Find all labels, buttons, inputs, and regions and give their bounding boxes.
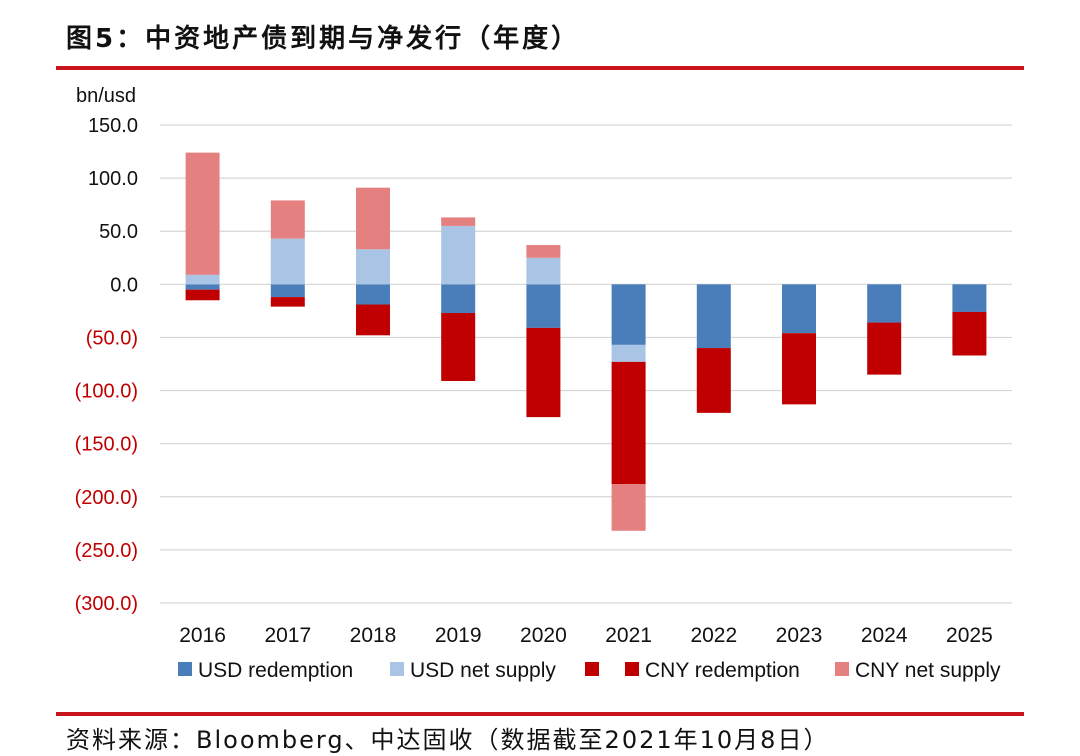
figure-title: 图5：中资地产债到期与净发行（年度）: [66, 24, 581, 54]
bar-usd-net-supply-2016: [185, 274, 220, 285]
source-note: 资料来源：Bloomberg、中达固收（数据截至2021年10月8日）: [66, 726, 830, 754]
bar-cny-redemption-2016: [185, 289, 220, 301]
y-tick-label: (150.0): [75, 434, 138, 456]
legend-swatch: [585, 662, 599, 676]
bar-cny-redemption-2025: [952, 311, 987, 356]
bar-cny-redemption-2023: [782, 333, 816, 405]
bar-cny-redemption-2024: [867, 322, 902, 375]
x-tick-label: 2022: [690, 624, 737, 647]
bar-cny-redemption-2020: [526, 327, 561, 418]
x-tick-label: 2025: [946, 624, 993, 647]
bar-usd-redemption-2023: [782, 284, 816, 334]
bar-cny-redemption-2019: [441, 313, 476, 381]
bar-usd-redemption-2024: [867, 284, 902, 323]
y-tick-label: (250.0): [75, 540, 138, 562]
bar-cny-redemption-2017: [270, 297, 305, 307]
legend-swatch: [178, 662, 192, 676]
bar-cny-redemption-2022: [696, 348, 731, 413]
bar-usd-net-supply-2019: [441, 225, 476, 285]
bar-cny-net-supply-2020: [526, 245, 561, 258]
legend-label: USD redemption: [198, 659, 353, 682]
bar-cny-net-supply-2016: [185, 152, 220, 275]
y-tick-label: (200.0): [75, 487, 138, 509]
legend-swatch: [390, 662, 404, 676]
bar-usd-net-supply-2018: [356, 249, 390, 285]
x-tick-label: 2021: [605, 624, 652, 647]
bar-usd-net-supply-2017: [270, 238, 305, 285]
legend-swatch: [835, 662, 849, 676]
y-tick-label: 150.0: [88, 115, 138, 137]
top-rule: [56, 66, 1024, 70]
bar-cny-net-supply-2019: [441, 217, 476, 226]
legend-label: CNY net supply: [855, 659, 1001, 682]
y-tick-label: (50.0): [86, 327, 138, 349]
bar-usd-redemption-2018: [356, 284, 390, 305]
y-axis-unit-label: bn/usd: [76, 85, 136, 107]
bottom-rule: [56, 712, 1024, 716]
bar-usd-redemption-2021: [611, 284, 646, 345]
bar-cny-net-supply-2021: [611, 484, 646, 531]
x-tick-label: 2024: [861, 624, 908, 647]
legend-label: CNY redemption: [645, 659, 800, 682]
y-tick-label: 50.0: [99, 221, 138, 243]
x-tick-label: 2017: [264, 624, 311, 647]
bar-cny-net-supply-2018: [356, 187, 390, 250]
y-tick-label: (100.0): [75, 381, 138, 403]
bar-usd-net-supply-2021: [611, 344, 646, 362]
bar-usd-redemption-2016: [185, 284, 220, 290]
x-tick-label: 2018: [350, 624, 397, 647]
legend-label: USD net supply: [410, 659, 556, 682]
bar-cny-redemption-2018: [356, 304, 390, 336]
bar-cny-redemption-2021: [611, 361, 646, 485]
bar-usd-net-supply-2020: [526, 257, 561, 285]
x-tick-label: 2019: [435, 624, 482, 647]
x-tick-label: 2016: [179, 624, 226, 647]
bar-usd-redemption-2017: [270, 284, 305, 298]
x-tick-label: 2023: [776, 624, 823, 647]
legend-swatch: [625, 662, 639, 676]
bar-cny-net-supply-2017: [270, 200, 305, 239]
x-tick-label: 2020: [520, 624, 567, 647]
y-tick-label: 0.0: [110, 274, 138, 296]
bar-usd-redemption-2019: [441, 284, 476, 314]
bar-usd-redemption-2020: [526, 284, 561, 328]
bar-usd-redemption-2022: [696, 284, 731, 349]
bar-usd-redemption-2025: [952, 284, 987, 312]
y-tick-label: 100.0: [88, 168, 138, 190]
y-tick-label: (300.0): [75, 593, 138, 615]
